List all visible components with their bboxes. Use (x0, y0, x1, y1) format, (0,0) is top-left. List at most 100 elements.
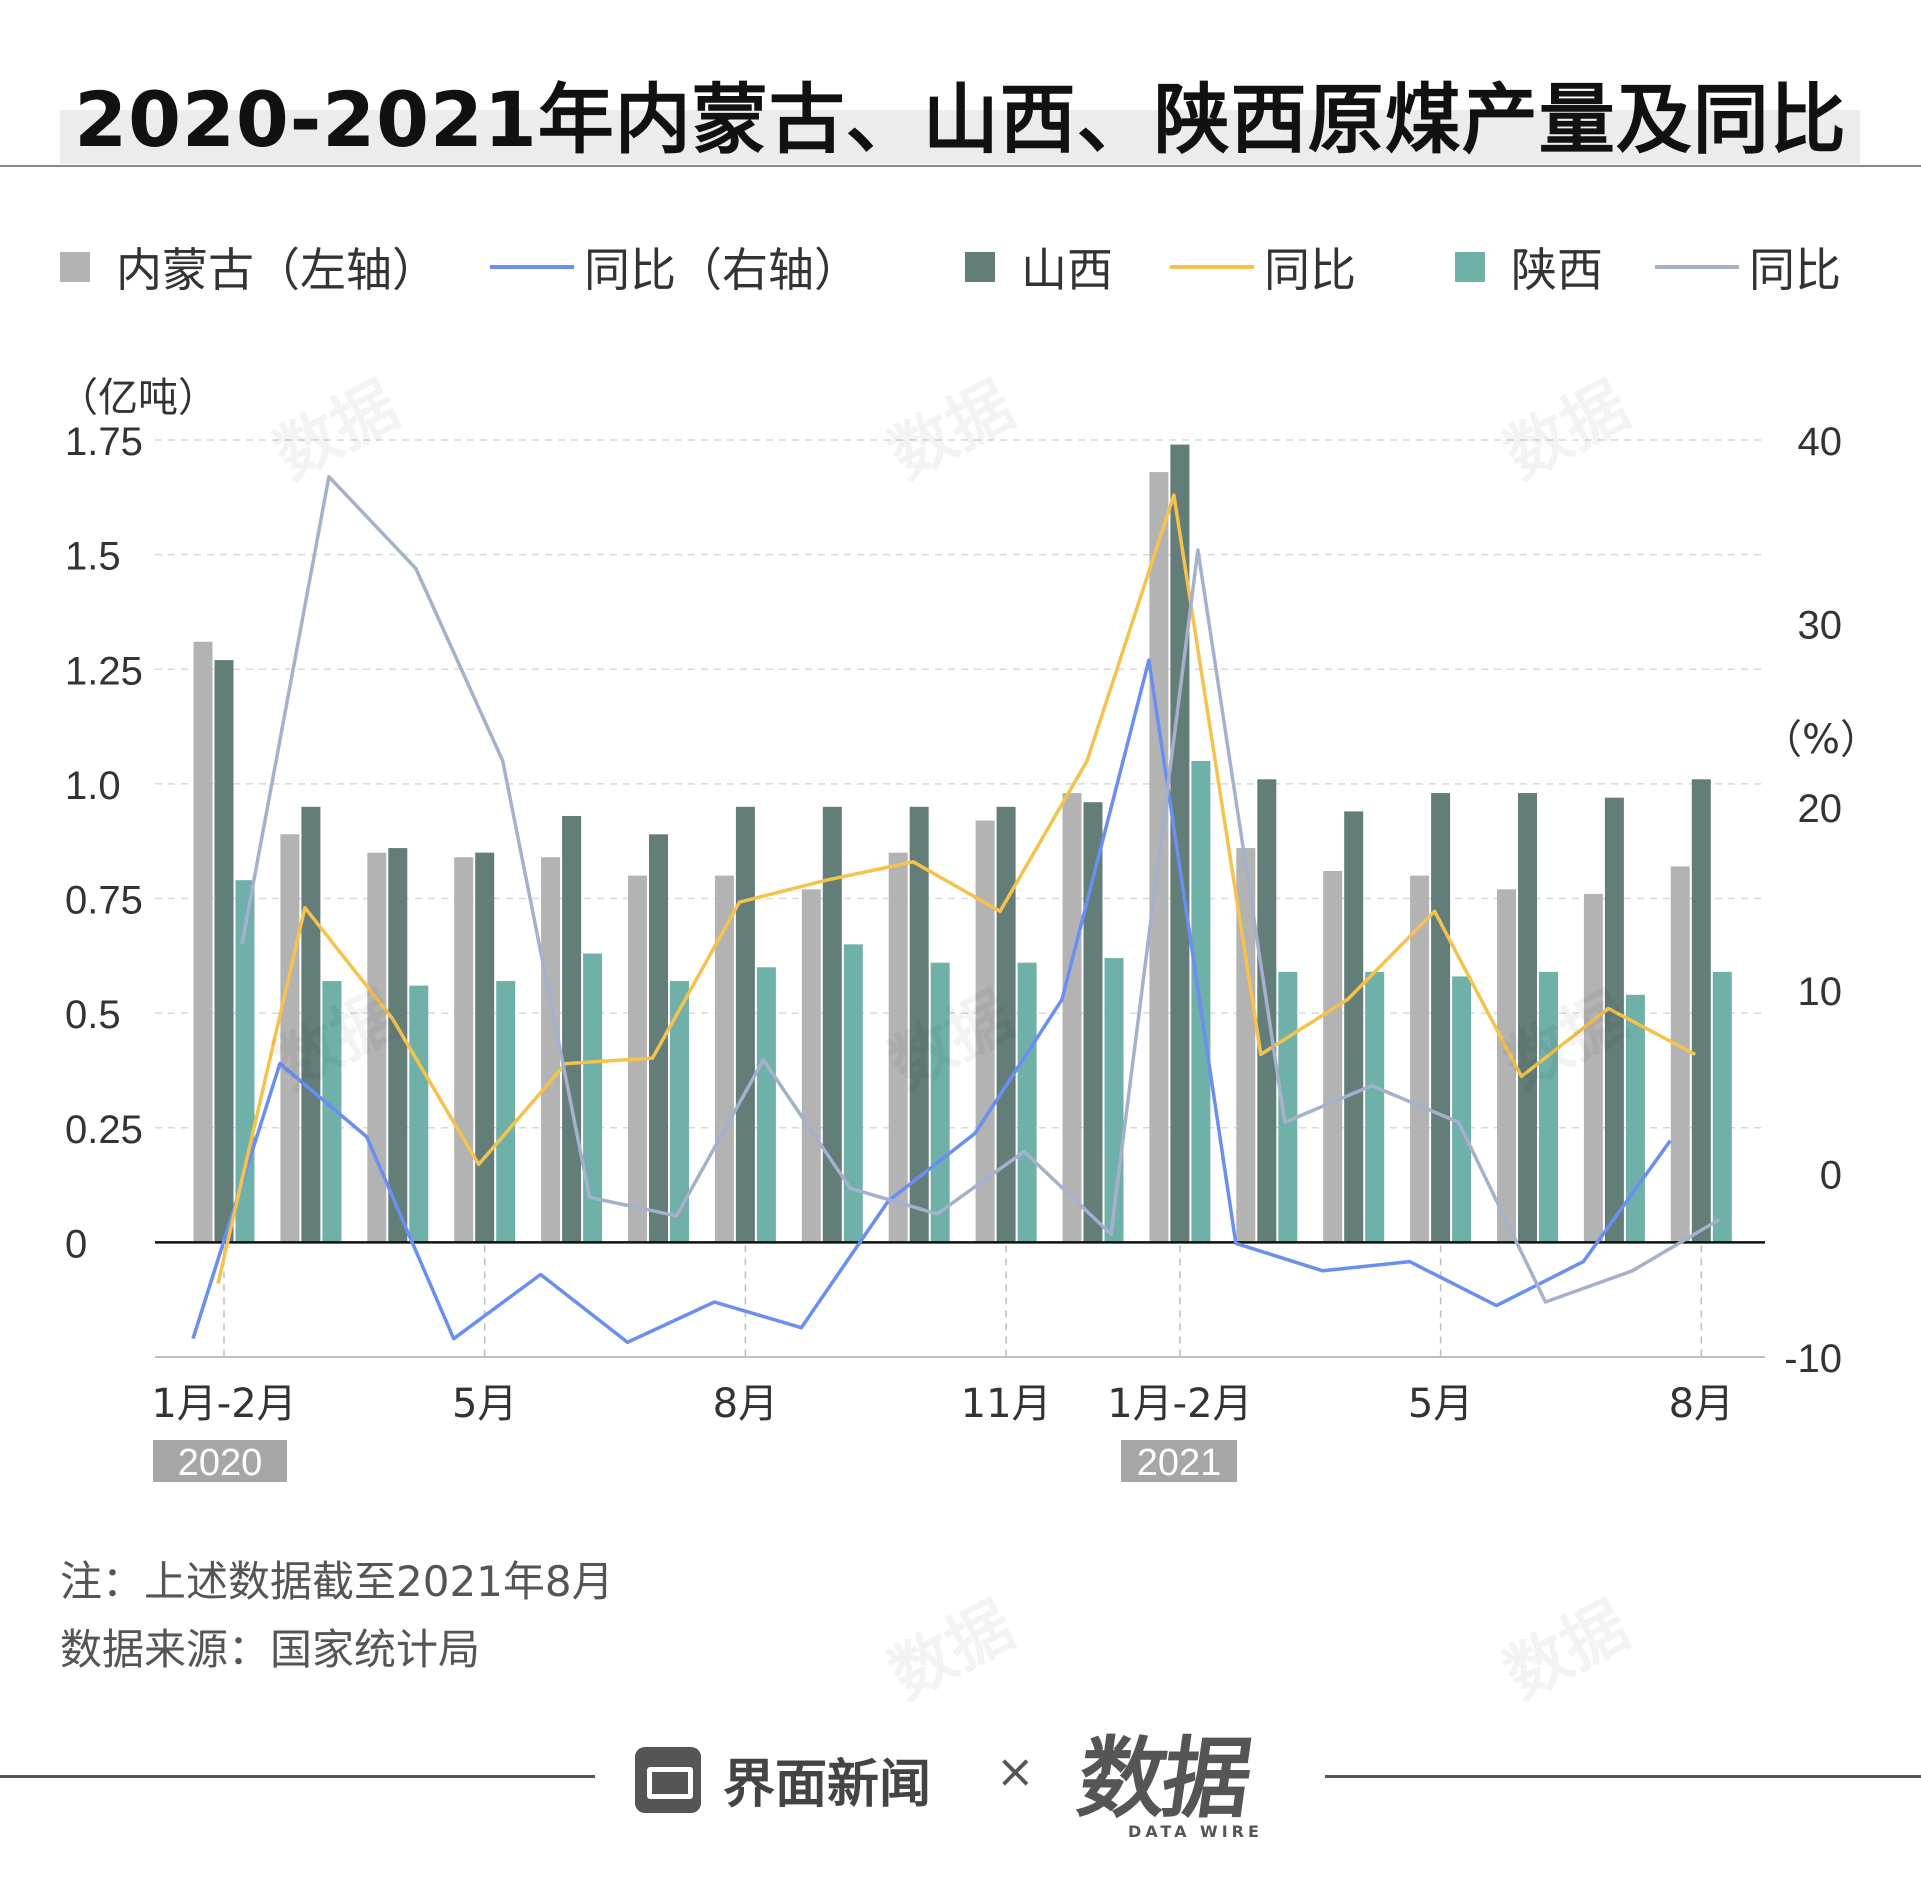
brand-name: 界面新闻 (723, 1755, 932, 1815)
bar-shaanxi (670, 981, 689, 1243)
bar-shanxi (1344, 811, 1364, 1243)
left-axis-unit: （亿吨） (58, 375, 218, 421)
bar-shaanxi (1452, 976, 1472, 1243)
legend-item-shanxi-yoy: 同比 (1170, 234, 1356, 300)
legend-item-neimenggu-yoy: 同比（右轴） (490, 234, 860, 300)
legend-label-shanxi-yoy: 同比 (1264, 243, 1356, 297)
bar-shaanxi (322, 981, 342, 1243)
bar-neimenggu (541, 857, 561, 1243)
chart-source: 数据来源：国家统计局 (60, 1625, 481, 1674)
left-tick-label: 1.25 (65, 649, 143, 693)
bar-shanxi (649, 834, 668, 1243)
bar-shaanxi (1625, 994, 1645, 1243)
left-tick-label: 1.5 (65, 535, 121, 579)
legend-swatch-shaanxi (1455, 252, 1485, 282)
bar-shanxi (1518, 793, 1537, 1243)
right-tick-label: 30 (1798, 603, 1843, 647)
bar-shanxi (1431, 793, 1451, 1243)
bar-shaanxi (1539, 971, 1558, 1243)
bar-neimenggu (1670, 866, 1690, 1243)
right-tick-label: 20 (1798, 787, 1843, 831)
x-tick-label: 11月 (961, 1381, 1052, 1427)
bar-shanxi (562, 815, 582, 1243)
bar-shaanxi (409, 985, 429, 1243)
legend-label-neimenggu: 内蒙古（左轴） (116, 243, 438, 297)
bar-neimenggu (975, 820, 995, 1243)
legend-line-shaanxi-yoy (1655, 265, 1739, 269)
right-tick-label: 0 (1820, 1154, 1842, 1198)
bar-neimenggu (454, 857, 474, 1243)
legend-item-shaanxi-yoy: 同比 (1655, 234, 1841, 300)
x-tick-label: 1月-2月 (151, 1381, 296, 1427)
bar-neimenggu (714, 875, 734, 1243)
footer-rule-left (0, 1775, 595, 1778)
legend-item-shanxi: 山西 (965, 234, 1113, 300)
bar-neimenggu (367, 852, 387, 1243)
right-tick-label: -10 (1784, 1337, 1842, 1381)
bar-shanxi (301, 806, 321, 1243)
brand-jiemian: 界面新闻 (635, 1742, 931, 1817)
x-tick-label: 8月 (1669, 1381, 1734, 1427)
left-tick-label: 0 (65, 1222, 87, 1266)
bar-shanxi (909, 806, 929, 1243)
year-label: 2020 (178, 1442, 263, 1484)
line-shaanxi-yoy (240, 474, 1721, 1304)
year-label: 2021 (1137, 1442, 1222, 1484)
line-neimenggu-yoy (191, 658, 1672, 1345)
bar-shanxi (475, 852, 495, 1243)
right-axis-unit: （%） (1762, 717, 1881, 763)
bar-shaanxi (1365, 971, 1385, 1243)
legend-label-shanxi: 山西 (1021, 243, 1113, 297)
year-label-bg (1121, 1440, 1237, 1482)
x-tick-label: 8月 (713, 1381, 778, 1427)
x-tick-label: 5月 (1408, 1381, 1473, 1427)
left-tick-label: 1.0 (65, 764, 121, 808)
bar-shanxi (1604, 797, 1624, 1243)
legend-swatch-shanxi (965, 252, 995, 282)
line-shanxi-yoy (216, 493, 1697, 1284)
legend-label-shaanxi-yoy: 同比 (1749, 243, 1841, 297)
bar-neimenggu (1062, 793, 1082, 1243)
title-band (60, 110, 1860, 164)
jiemian-logo-icon (635, 1746, 701, 1813)
legend-item-shaanxi: 陕西 (1455, 234, 1603, 300)
bar-shanxi (822, 806, 842, 1243)
legend-label-shaanxi: 陕西 (1511, 243, 1603, 297)
legend-label-neimenggu-yoy: 同比（右轴） (584, 243, 860, 297)
bar-neimenggu (1410, 875, 1430, 1243)
legend-item-neimenggu: 内蒙古（左轴） (60, 234, 438, 300)
left-tick-label: 0.25 (65, 1108, 143, 1152)
bar-neimenggu (1323, 870, 1343, 1243)
bar-neimenggu (801, 889, 821, 1243)
chart-title: 2020-2021年内蒙古、山西、陕西原煤产量及同比 (74, 75, 1847, 164)
bar-neimenggu (1497, 889, 1516, 1243)
bar-shaanxi (756, 967, 776, 1243)
bar-shaanxi (843, 944, 863, 1243)
bar-shaanxi (1017, 962, 1037, 1243)
legend-line-neimenggu-yoy (490, 265, 574, 269)
chart-note: 注：上述数据截至2021年8月 (60, 1557, 614, 1606)
bar-shaanxi (1712, 971, 1732, 1243)
bar-shaanxi (930, 962, 950, 1243)
year-label-bg (153, 1440, 287, 1482)
data-wire-sub: DATA WIRE (1128, 1822, 1263, 1841)
bar-neimenggu (888, 852, 908, 1243)
bar-neimenggu (280, 834, 300, 1243)
bar-shanxi (996, 806, 1016, 1243)
data-wire-logo: 数据 (1071, 1727, 1255, 1830)
bar-shaanxi (496, 981, 516, 1243)
bar-shanxi (1691, 779, 1711, 1243)
x-tick-label: 5月 (452, 1381, 517, 1427)
left-tick-label: 0.75 (65, 879, 143, 923)
bar-shanxi (1083, 802, 1103, 1243)
bar-neimenggu (1236, 848, 1256, 1243)
title-divider (0, 165, 1921, 167)
bar-shanxi (735, 806, 755, 1243)
left-tick-label: 0.5 (65, 993, 121, 1037)
right-tick-label: 40 (1798, 420, 1843, 464)
legend-line-shanxi-yoy (1170, 265, 1254, 269)
bar-neimenggu (193, 641, 213, 1243)
bar-shanxi (214, 660, 234, 1243)
legend-swatch-neimenggu (60, 252, 90, 282)
